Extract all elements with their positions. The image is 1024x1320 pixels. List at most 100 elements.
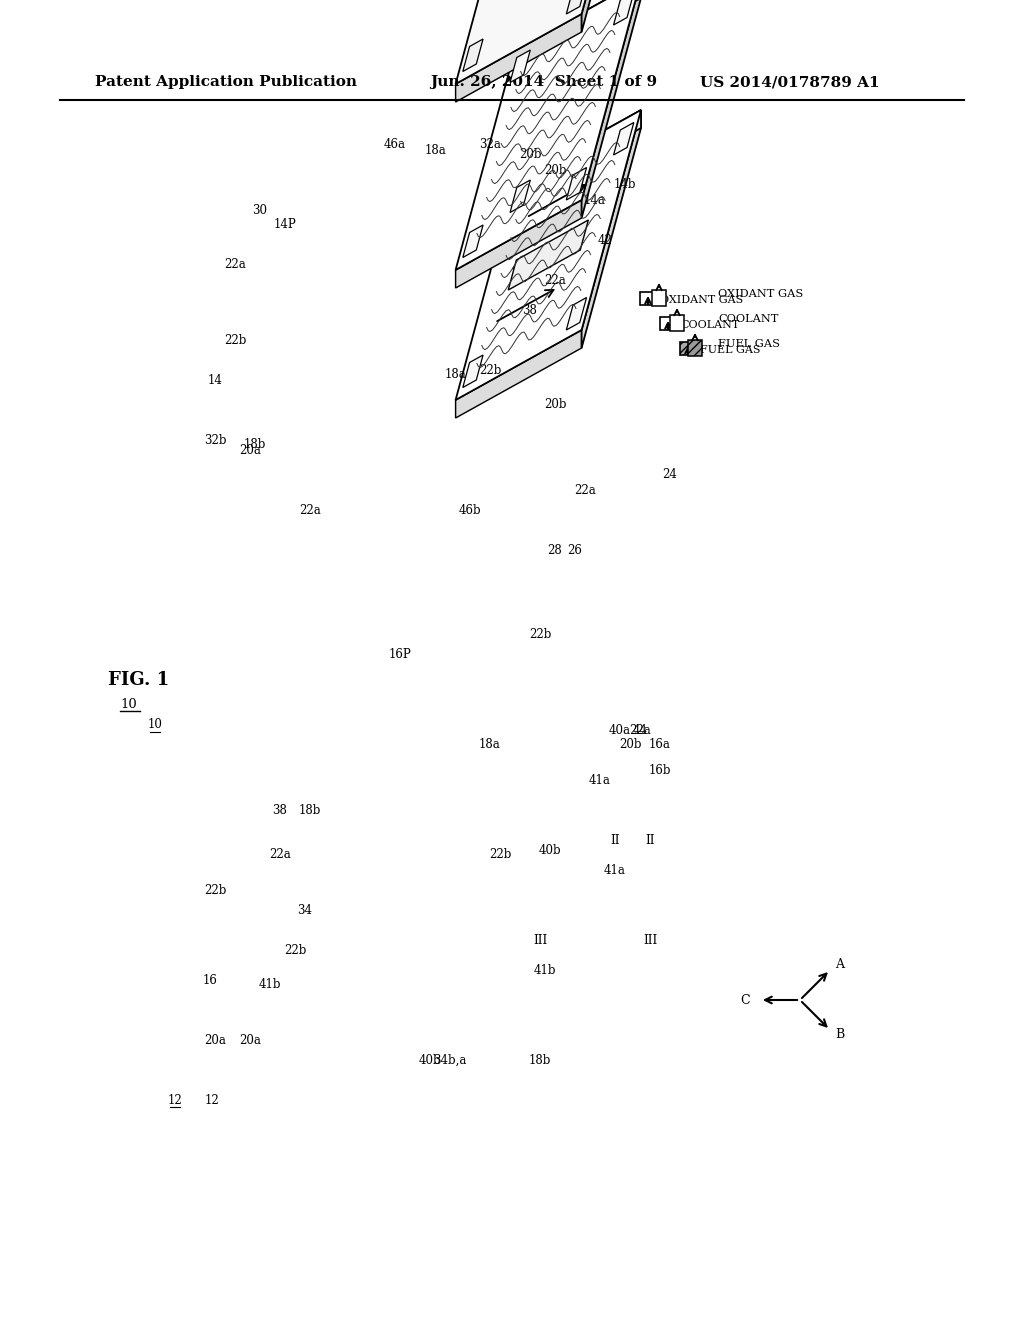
Bar [688,341,702,356]
Text: III: III [643,933,657,946]
Text: 22a: 22a [224,259,246,272]
Text: B: B [835,1028,844,1041]
Text: 22a: 22a [544,273,566,286]
Text: 16: 16 [203,974,217,986]
Bar [670,315,684,331]
Text: 12: 12 [205,1093,219,1106]
Text: 20b: 20b [519,149,542,161]
Text: 32a: 32a [479,139,501,152]
Text: 22b: 22b [528,628,551,642]
Polygon shape [510,50,530,82]
Text: 22b: 22b [284,944,306,957]
Text: 10: 10 [120,698,137,711]
Polygon shape [582,0,641,32]
Text: 20a: 20a [239,1034,261,1047]
Text: 30: 30 [253,203,267,216]
Text: 20a: 20a [204,1034,226,1047]
Text: 18b: 18b [299,804,322,817]
Text: II: II [645,833,654,846]
Polygon shape [566,0,587,15]
Text: 22a: 22a [629,723,651,737]
Polygon shape [566,168,587,201]
Text: 26: 26 [567,544,583,557]
Text: 22a: 22a [269,849,291,862]
Text: 18b: 18b [528,1053,551,1067]
Polygon shape [566,297,587,330]
Text: 22a: 22a [574,483,596,496]
Text: 16a: 16a [649,738,671,751]
Polygon shape [456,0,641,84]
Polygon shape [510,180,530,213]
Text: 10: 10 [147,718,163,731]
Text: II: II [610,833,620,846]
Polygon shape [456,330,582,418]
Text: OXIDANT GAS: OXIDANT GAS [660,294,743,305]
Text: 44: 44 [633,723,647,737]
Text: 46b: 46b [459,503,481,516]
Polygon shape [456,201,582,288]
Text: 38: 38 [522,304,538,317]
Text: 12: 12 [168,1093,182,1106]
Text: Patent Application Publication: Patent Application Publication [95,75,357,88]
Text: 22a: 22a [299,503,321,516]
Text: 40b: 40b [419,1053,441,1067]
Polygon shape [463,224,483,257]
Polygon shape [515,0,641,69]
Text: 14b: 14b [613,178,636,191]
FancyBboxPatch shape [640,292,656,305]
Text: 32b: 32b [204,433,226,446]
Text: 14a: 14a [584,194,606,206]
Polygon shape [582,0,641,218]
Text: 46a: 46a [384,139,406,152]
Text: US 2014/0178789 A1: US 2014/0178789 A1 [700,75,880,88]
Text: 38: 38 [272,804,288,817]
Text: III: III [532,933,547,946]
FancyBboxPatch shape [680,342,696,355]
Text: COOLANT: COOLANT [718,314,778,323]
Text: 16b: 16b [649,763,672,776]
Text: 41b: 41b [534,964,556,977]
Text: 14P: 14P [273,219,296,231]
Text: FUEL GAS: FUEL GAS [700,345,761,355]
Text: OXIDANT GAS: OXIDANT GAS [718,289,803,300]
Text: FIG. 1: FIG. 1 [108,671,169,689]
Text: 40b: 40b [539,843,561,857]
Polygon shape [456,0,641,271]
Text: 22b: 22b [224,334,246,346]
Text: 20a: 20a [239,444,261,457]
Polygon shape [613,123,634,154]
Polygon shape [582,110,641,348]
Polygon shape [456,110,641,400]
Text: 20b: 20b [544,164,566,177]
Text: 20b: 20b [618,738,641,751]
Text: 34: 34 [298,903,312,916]
Text: 14: 14 [208,374,222,387]
Polygon shape [508,220,589,290]
Text: 28: 28 [548,544,562,557]
Text: 42: 42 [598,234,612,247]
Text: 40a: 40a [609,723,631,737]
Text: 20b: 20b [544,399,566,412]
Text: C: C [740,994,750,1006]
Text: 18b: 18b [244,438,266,451]
Text: 41a: 41a [604,863,626,876]
Text: 22b: 22b [204,883,226,896]
Text: 16P: 16P [389,648,412,661]
Text: 18a: 18a [479,738,501,751]
Text: 24: 24 [663,469,678,482]
Polygon shape [463,40,483,71]
Text: 18a: 18a [424,144,445,157]
Text: 41b: 41b [259,978,282,991]
Polygon shape [463,355,483,388]
Text: 22b: 22b [479,363,501,376]
Polygon shape [613,0,634,25]
Text: 18a: 18a [444,368,466,381]
Text: 41a: 41a [589,774,611,787]
Text: FUEL GAS: FUEL GAS [718,339,780,348]
Bar [652,290,666,306]
Polygon shape [456,15,582,102]
Text: COOLANT: COOLANT [680,319,739,330]
Polygon shape [515,110,641,198]
FancyBboxPatch shape [660,317,676,330]
Text: A: A [835,958,844,972]
